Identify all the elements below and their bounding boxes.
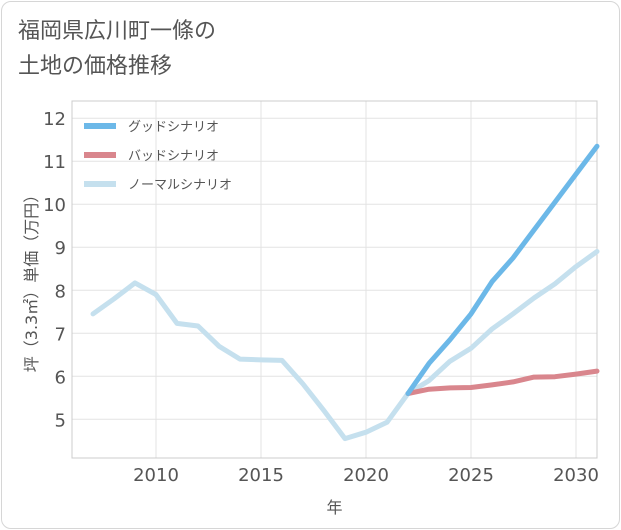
- x-tick-label: 2030: [553, 465, 599, 486]
- plot-border: [71, 100, 598, 459]
- x-tick-label: 2020: [343, 465, 389, 486]
- series-line: [405, 368, 600, 396]
- y-tick-label: 7: [55, 324, 66, 345]
- y-tick-label: 12: [43, 109, 66, 130]
- y-ticks: 5 6 7 8 9 10 11 12: [43, 109, 66, 431]
- legend-label: グッドシナリオ: [128, 120, 219, 135]
- x-tick-label: 2010: [133, 465, 179, 486]
- y-tick-label: 8: [55, 281, 66, 302]
- y-tick-label: 11: [43, 152, 66, 173]
- y-tick-label: 9: [55, 238, 66, 259]
- x-tick-label: 2025: [448, 465, 494, 486]
- y-tick-label: 10: [43, 195, 66, 216]
- x-tick-label: 2015: [238, 465, 284, 486]
- series-lines: [90, 143, 600, 442]
- y-tick-label: 6: [55, 367, 66, 388]
- chart-title: 福岡県広川町一條の 土地の価格推移: [18, 19, 217, 79]
- y-tick-label: 5: [55, 410, 66, 431]
- x-axis-label: 年: [326, 498, 342, 517]
- series-line: [405, 143, 600, 396]
- x-ticks: 2010 2015 2020 2025 2030: [133, 465, 599, 486]
- series-line: [90, 249, 600, 442]
- legend-label: ノーマルシナリオ: [128, 178, 232, 193]
- grid: [72, 101, 597, 458]
- legend-label: バッドシナリオ: [128, 149, 219, 164]
- y-axis-label: 坪（3.3㎡）単価（万円）: [22, 187, 41, 372]
